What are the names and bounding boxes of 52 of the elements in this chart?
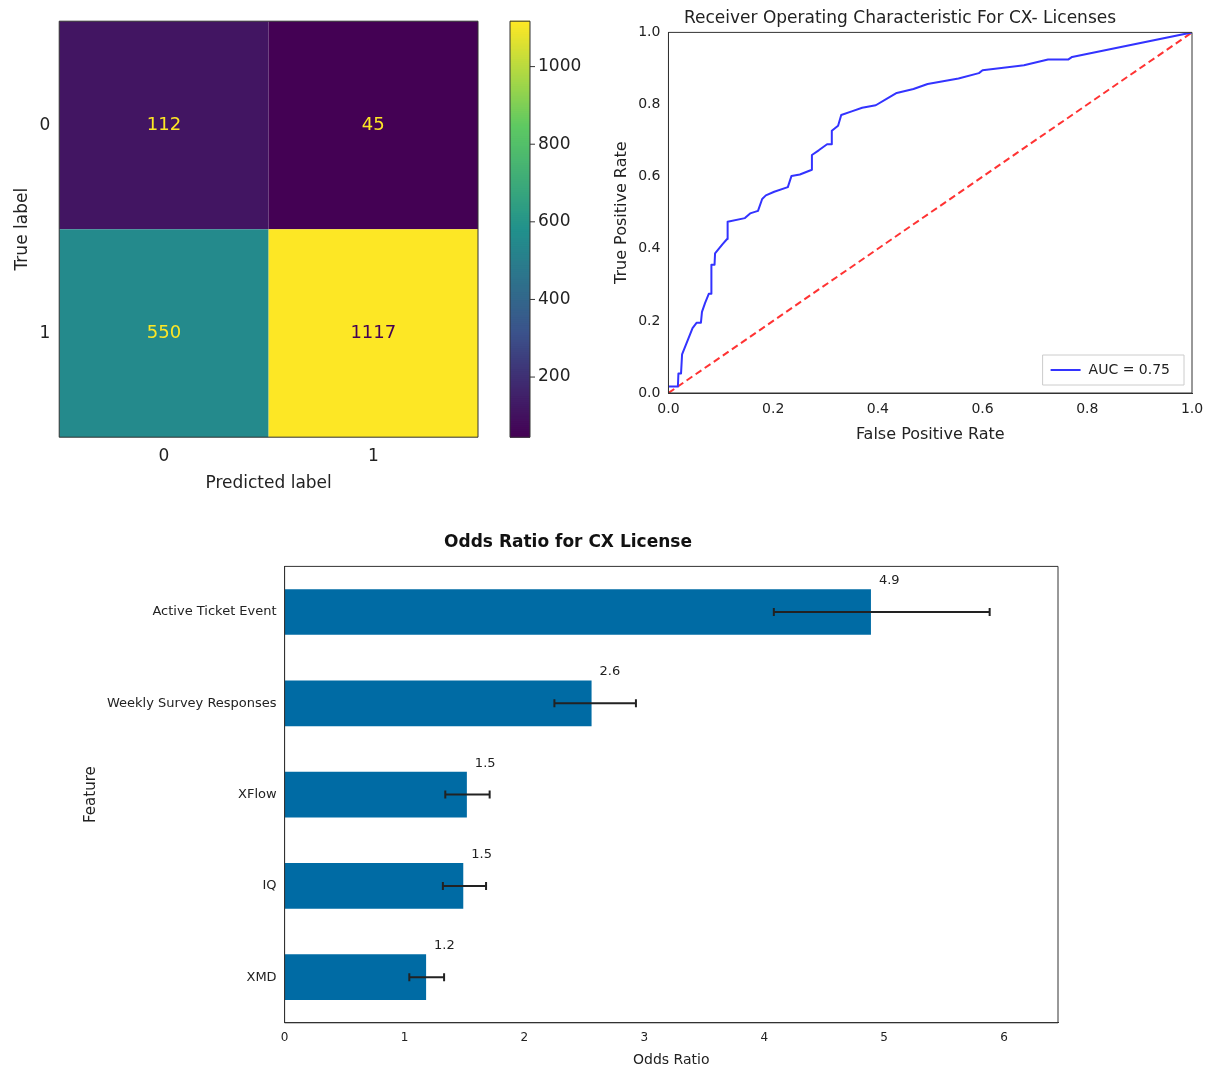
data-label: 4.9 [878,572,900,588]
y-axis-title: Feature [80,766,99,823]
bar [284,863,464,909]
x-tick-label: 1 [400,1030,409,1045]
bar [284,954,427,1000]
y-tick-label: 1.0 [638,23,661,40]
bar [284,589,871,635]
y-tick-label: Active Ticket Event [152,603,277,619]
legend-label: AUC = 0.75 [1088,360,1170,377]
y-tick-label: 0.4 [638,239,661,256]
x-tick-label: 3 [640,1030,649,1045]
x-tick-label: 0 [280,1030,289,1045]
x-axis-title: Odds Ratio [633,1051,710,1068]
color-bar-label: 1000 [538,55,582,76]
x-tick-label: 0.2 [762,400,785,417]
y-tick-label: 0.6 [638,167,661,184]
color-bar-label: 200 [538,365,571,386]
data-label: 1.5 [474,754,496,770]
y-axis-title: True label [10,187,31,272]
chart-title: Receiver Operating Characteristic For CX- Licenses [683,6,1117,27]
x-tick-label: 0.8 [1076,400,1099,417]
x-tick-label: 4 [760,1030,769,1045]
data-label: 1.5 [471,845,492,861]
y-tick-label: XFlow [238,785,277,801]
data-label: 1.2 [434,937,455,953]
data-label: 45 [361,112,385,134]
y-tick-label: 0.8 [638,95,661,112]
x-tick-label: 0.6 [971,400,994,417]
x-tick-label: 1.0 [1180,400,1204,417]
x-tick-label: 0.4 [866,400,890,417]
y-tick-label: XMD [246,968,277,984]
y-tick-label: Weekly Survey Responses [106,694,277,710]
bar [284,680,592,727]
y-tick-label: IQ [262,877,277,893]
y-tick-label: 0.2 [638,311,661,328]
y-axis-title: True Positive Rate [610,141,630,285]
color-bar-label: 800 [538,132,571,153]
data-label: 112 [146,112,182,134]
x-tick-label: 6 [1000,1030,1008,1045]
bar [284,771,467,818]
y-tick-label: 0.0 [638,383,661,400]
x-tick-label: 5 [880,1030,888,1045]
data-label: 550 [146,320,182,342]
data-label: 2.6 [599,663,621,679]
x-axis-title: Predicted label [205,472,332,493]
chart-title: Odds Ratio for CX License [444,530,692,551]
x-tick-label: 0.0 [657,400,680,417]
color-bar-label: 400 [538,287,571,308]
color-bar-label: 600 [538,210,571,231]
x-axis-title: False Positive Rate [855,423,1005,443]
data-label: 1117 [350,320,397,342]
x-tick-label: 2 [520,1030,529,1045]
